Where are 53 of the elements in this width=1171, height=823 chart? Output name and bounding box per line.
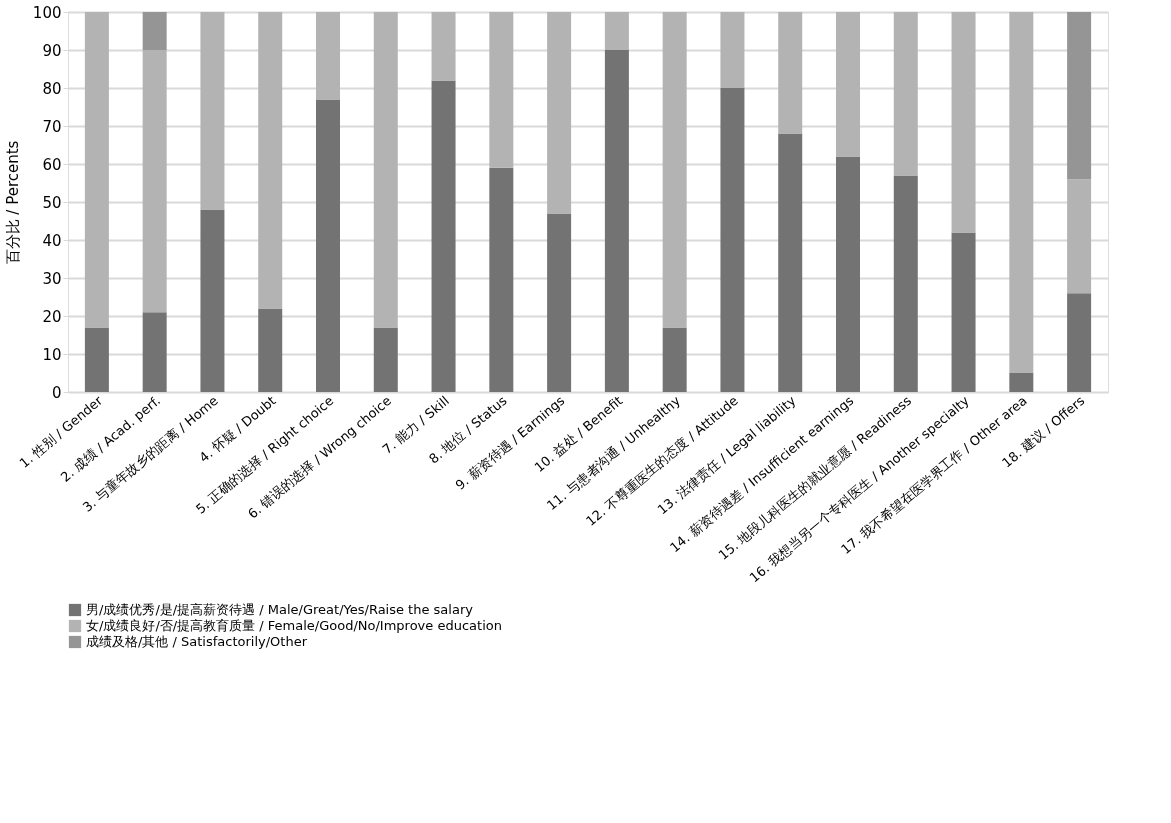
bar [604, 50, 629, 392]
bar [142, 312, 167, 392]
bar [316, 12, 340, 100]
bar [951, 232, 976, 392]
bar [373, 327, 398, 392]
bar [200, 209, 225, 392]
bar [142, 50, 167, 313]
bar [547, 12, 572, 214]
bar [258, 308, 283, 392]
y-tick-label: 40 [42, 231, 62, 250]
bar [316, 99, 340, 392]
legend-label: 成绩及格/其他 / Satisfactorily/Other [86, 634, 308, 649]
bar [604, 12, 629, 50]
bar [720, 12, 745, 88]
y-tick-label: 60 [42, 155, 62, 174]
bar [1067, 179, 1092, 294]
y-tick-label: 100 [32, 3, 62, 22]
bar [836, 156, 860, 392]
bar [1067, 12, 1092, 180]
bar [84, 327, 109, 392]
bar [662, 327, 687, 392]
y-axis-title: 百分比 / Percents [3, 140, 22, 265]
bar [489, 12, 514, 168]
y-tick-label: 10 [42, 345, 62, 364]
bar [84, 12, 109, 328]
bar [662, 12, 687, 328]
bar [431, 12, 456, 81]
legend-label: 男/成绩优秀/是/提高薪资待遇 / Male/Great/Yes/Raise the salary [86, 602, 474, 617]
y-tick-label: 20 [42, 307, 62, 326]
bar [778, 12, 803, 134]
y-tick-label: 70 [42, 117, 62, 136]
bar [489, 167, 514, 392]
bar [200, 12, 225, 210]
bar [373, 12, 398, 328]
y-tick-label: 90 [42, 41, 62, 60]
bar [547, 213, 572, 392]
bar [893, 175, 918, 392]
bar [1009, 12, 1034, 373]
bar [1067, 293, 1092, 392]
y-tick-label: 50 [42, 193, 62, 212]
legend-label: 女/成绩良好/否/提高教育质量 / Female/Good/No/Improve education [86, 618, 502, 633]
bar [431, 80, 456, 392]
bar [778, 133, 803, 392]
bar [142, 12, 167, 50]
y-tick-label: 30 [42, 269, 62, 288]
bar [951, 12, 976, 233]
y-tick-label: 80 [42, 79, 62, 98]
bar [720, 88, 745, 392]
bar [258, 12, 283, 309]
bar [836, 12, 860, 157]
bar [893, 12, 918, 176]
y-tick-label: 0 [51, 383, 62, 402]
bar [1009, 373, 1034, 392]
